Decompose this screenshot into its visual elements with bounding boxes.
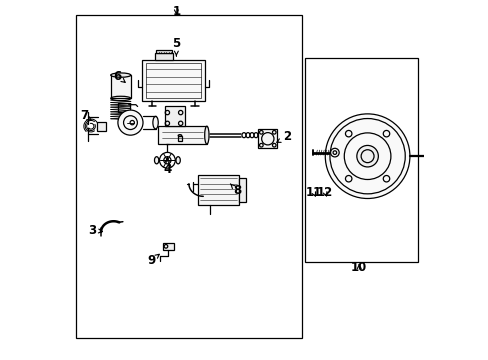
Text: 3: 3 xyxy=(88,224,102,237)
Ellipse shape xyxy=(110,73,131,77)
Circle shape xyxy=(118,110,142,135)
Text: 12: 12 xyxy=(316,186,333,199)
Text: 11: 11 xyxy=(305,186,321,199)
Ellipse shape xyxy=(153,116,158,129)
Ellipse shape xyxy=(204,126,208,144)
Text: 4: 4 xyxy=(163,157,171,176)
Bar xyxy=(239,178,246,202)
Text: 10: 10 xyxy=(350,261,366,274)
Bar xyxy=(97,122,106,131)
Text: 7: 7 xyxy=(80,109,91,122)
Ellipse shape xyxy=(176,157,180,164)
Text: 9: 9 xyxy=(147,254,159,267)
Bar xyxy=(118,103,130,112)
Bar xyxy=(155,53,173,60)
Bar xyxy=(164,107,184,126)
Circle shape xyxy=(356,145,378,167)
Bar xyxy=(258,130,277,148)
Text: 6: 6 xyxy=(113,69,125,82)
Bar xyxy=(178,135,182,141)
Bar xyxy=(163,243,174,250)
Bar xyxy=(110,75,131,98)
Bar xyxy=(156,50,172,53)
Bar xyxy=(198,175,239,205)
Text: 2: 2 xyxy=(276,130,291,144)
Bar xyxy=(76,15,301,338)
Text: 8: 8 xyxy=(230,184,241,197)
Ellipse shape xyxy=(154,157,159,164)
Circle shape xyxy=(330,148,339,157)
Bar xyxy=(145,63,201,98)
Bar xyxy=(158,126,206,144)
Bar xyxy=(305,58,418,262)
Text: 1: 1 xyxy=(172,5,180,18)
Bar xyxy=(142,60,204,101)
Text: 5: 5 xyxy=(172,37,180,56)
Circle shape xyxy=(325,114,409,198)
